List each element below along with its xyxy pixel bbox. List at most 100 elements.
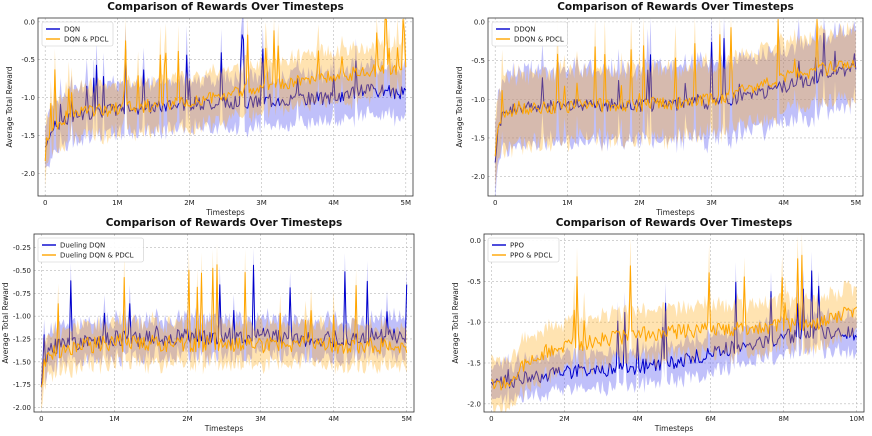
x-tick-label: 2M: [182, 415, 193, 423]
x-tick-label: 0: [489, 415, 493, 423]
y-tick-label: -2.0: [467, 400, 481, 408]
y-tick-label: -2.0: [21, 170, 35, 178]
y-tick-label: 0.0: [474, 18, 485, 26]
y-tick-label: -2.0: [471, 173, 485, 181]
y-tick-label: -1.50: [13, 358, 31, 366]
x-tick-label: 6M: [705, 415, 716, 423]
x-tick-label: 8M: [778, 415, 789, 423]
x-tick-label: 2M: [559, 415, 570, 423]
y-tick-label: -1.25: [13, 335, 31, 343]
y-axis-label: Average Total Reward: [5, 66, 14, 147]
x-tick-label: 4M: [632, 415, 643, 423]
y-axis-label: Average Total Reward: [1, 282, 10, 363]
legend-entry: PPO & PDCL: [510, 252, 552, 260]
x-tick-label: 4M: [328, 199, 339, 207]
plot-area: [494, 18, 857, 196]
x-axis-label: Timesteps: [655, 208, 695, 217]
y-axis-label: Average Total Reward: [451, 282, 460, 363]
legend: DQN DQN & PDCL: [41, 21, 114, 47]
chart-panel-1: -2.0 -1.5 -1.0 -0.5 0.0 0 1M 2M 3M 4M 5M Comparison…: [5, 1, 414, 217]
series-line-1: [44, 34, 407, 148]
x-axis-label: Timesteps: [205, 208, 245, 217]
plot-frame: [33, 233, 415, 413]
x-tick-label: 0: [39, 415, 43, 423]
y-tick-label: -1.5: [471, 134, 485, 142]
x-tick-label: 1M: [109, 415, 120, 423]
x-tick-label: 1M: [562, 199, 573, 207]
y-tick-label: -0.5: [21, 56, 35, 64]
legend-entry: Dueling DQN: [60, 242, 105, 250]
y-tick-label: -2.00: [13, 404, 31, 412]
legend-box: [487, 237, 560, 263]
legend-box: [491, 21, 568, 47]
legend-box: [41, 21, 114, 47]
chart-title: Comparison of Rewards Over Timesteps: [107, 1, 344, 13]
y-tick-label: 0.0: [24, 18, 35, 26]
y-tick-label: -1.0: [471, 96, 485, 104]
y-tick-label: -1.75: [13, 381, 31, 389]
series-band-1: [495, 18, 856, 196]
x-tick-label: 0: [493, 199, 497, 207]
x-tick-label: 0: [43, 199, 47, 207]
series-band-2: [45, 18, 406, 188]
series-band-2: [495, 18, 856, 189]
x-tick-label: 3M: [706, 199, 717, 207]
x-tick-label: 4M: [328, 415, 339, 423]
x-tick-label: 5M: [401, 415, 412, 423]
chart-title: Comparison of Rewards Over Timesteps: [106, 217, 343, 229]
x-tick-label: 10M: [849, 415, 864, 423]
series-band-2: [491, 234, 857, 412]
series-band-2: [41, 243, 407, 411]
x-tick-label: 5M: [851, 199, 862, 207]
x-axis-label: Timesteps: [654, 424, 694, 433]
series-band-1: [45, 18, 406, 168]
y-tick-label: -0.5: [471, 57, 485, 65]
legend-box: [37, 237, 144, 263]
plot-frame: [37, 17, 414, 197]
y-tick-label: -0.5: [467, 278, 481, 286]
chart-panel-2: -2.0 -1.5 -1.0 -0.5 0.0 0 1M 2M 3M 4M 5M Comparison…: [455, 1, 864, 217]
y-tick-label: -0.50: [13, 267, 31, 275]
legend-entry: DQN: [64, 26, 80, 34]
legend: PPO PPO & PDCL: [487, 237, 560, 263]
series-line-2: [44, 19, 407, 162]
y-tick-label: -0.75: [13, 290, 31, 298]
legend: DDQN DDQN & PDCL: [491, 21, 568, 47]
plot-frame: [483, 233, 865, 413]
series-line-2: [491, 254, 857, 391]
y-tick-label: -1.0: [467, 319, 481, 327]
series-line-2: [40, 264, 408, 388]
chart-title: Comparison of Rewards Over Timesteps: [556, 217, 793, 229]
legend-entry: DDQN & PDCL: [514, 36, 564, 44]
legend-entry: Dueling DQN & PDCL: [60, 252, 134, 260]
x-axis-label: Timesteps: [204, 424, 244, 433]
x-tick-label: 2M: [184, 199, 195, 207]
x-tick-label: 5M: [401, 199, 412, 207]
legend-entry: PPO: [510, 242, 524, 250]
plot-area: [40, 243, 408, 411]
x-tick-label: 2M: [634, 199, 645, 207]
x-tick-label: 3M: [255, 415, 266, 423]
series-line-2: [494, 19, 856, 157]
y-tick-label: -1.5: [467, 360, 481, 368]
x-tick-label: 1M: [112, 199, 123, 207]
legend-entry: DQN & PDCL: [64, 36, 109, 44]
chart-panel-4: -2.0 -1.5 -1.0 -0.5 0.0 0 2M 4M 6M 8M 10M Compariso…: [451, 217, 865, 433]
y-tick-label: -0.25: [13, 244, 31, 252]
chart-panel-3: -2.00 -1.75 -1.50 -1.25 -1.00 -0.75 -0.50 -0.25…: [1, 217, 415, 433]
chart-title: Comparison of Rewards Over Timesteps: [557, 1, 794, 13]
y-tick-label: -1.0: [21, 94, 35, 102]
plot-area: [44, 18, 407, 188]
x-tick-label: 3M: [256, 199, 267, 207]
plot-frame: [487, 17, 864, 197]
y-tick-label: -1.00: [13, 313, 31, 321]
series-line-1: [490, 270, 858, 389]
y-tick-label: -1.5: [21, 132, 35, 140]
x-tick-label: 4M: [778, 199, 789, 207]
legend-entry: DDQN: [514, 26, 536, 34]
legend: Dueling DQN Dueling DQN & PDCL: [37, 237, 144, 263]
y-axis-label: Average Total Reward: [455, 66, 464, 147]
y-tick-label: 0.0: [470, 237, 481, 245]
plot-area: [490, 234, 858, 412]
